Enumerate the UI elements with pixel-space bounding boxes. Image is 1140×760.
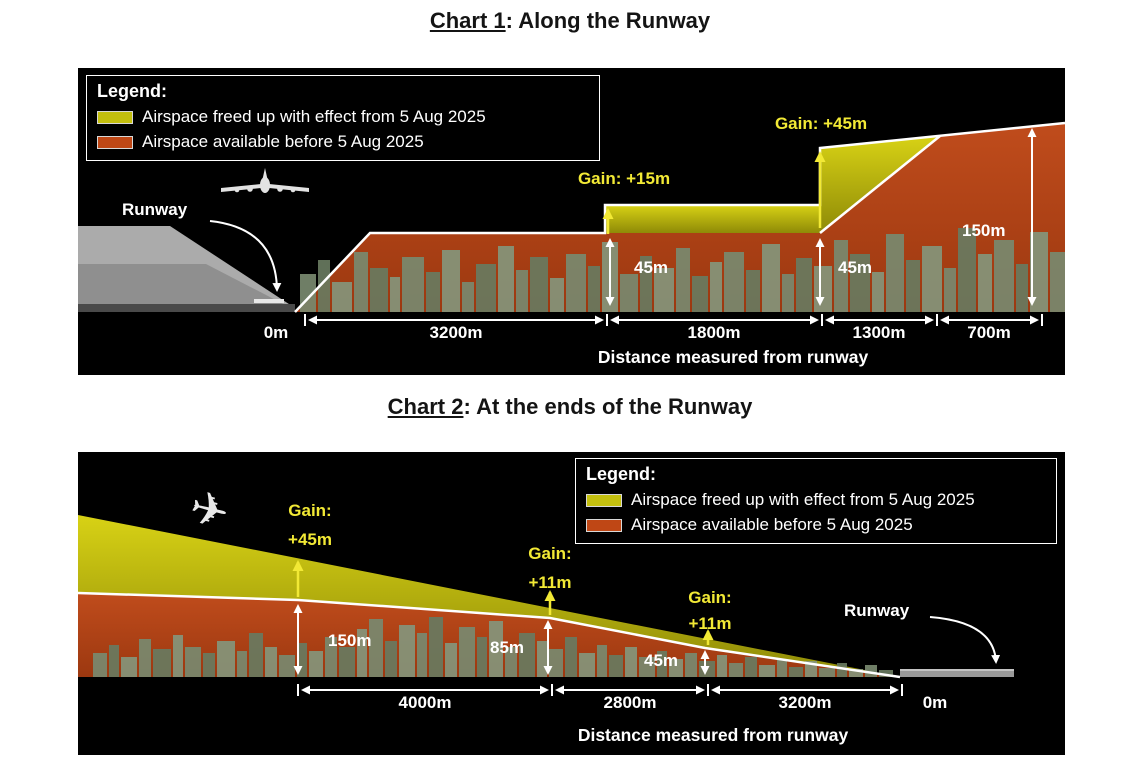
legend-item-label: Airspace freed up with effect from 5 Aug…	[631, 490, 975, 509]
gain-45m-label-line2: +45m	[288, 530, 332, 549]
axis-segment-label: 1300m	[852, 323, 906, 342]
legend: Legend: Airspace freed up with effect fr…	[575, 458, 1057, 544]
legend: Legend: Airspace freed up with effect fr…	[86, 75, 600, 161]
axis-segment-label: 700m	[967, 323, 1011, 342]
height-arrows	[605, 128, 1037, 306]
legend-item-freed: Airspace freed up with effect from 5 Aug…	[586, 490, 1046, 510]
freed-airspace-band	[605, 205, 820, 233]
prior-airspace-swatch	[97, 135, 133, 149]
old-limit-line	[78, 591, 901, 679]
gain-arrows	[292, 560, 714, 645]
legend-title: Legend:	[97, 81, 167, 101]
height-85m-label: 85m	[490, 638, 525, 657]
chart2-panel: ✈ Legend: Airspace	[78, 452, 1065, 755]
runway-embankment	[78, 226, 295, 312]
legend-item-label: Airspace freed up with effect from 5 Aug…	[142, 107, 486, 126]
axis-zero-label: 0m	[263, 323, 289, 342]
height-45m-label-b: 45m	[838, 258, 873, 277]
new-limit-line	[294, 121, 1065, 313]
legend-item-label: Airspace available before 5 Aug 2025	[142, 132, 424, 151]
height-45m-label: 45m	[644, 651, 679, 670]
axis-segment-label: 4000m	[398, 693, 452, 712]
chart1-canvas	[78, 121, 1065, 326]
gain-45m-label-line1: Gain:	[288, 501, 332, 520]
axis-title: Distance measured from runway	[577, 725, 849, 745]
axis-segment-label: 2800m	[603, 693, 657, 712]
old-limit-line	[819, 135, 941, 234]
freed-airspace-swatch	[586, 493, 622, 507]
freed-airspace-swatch	[97, 110, 133, 124]
axis-title: Distance measured from runway	[597, 347, 869, 367]
axis-zero-label: 0m	[922, 693, 948, 712]
runway-label: Runway	[844, 601, 910, 620]
height-45m-label-a: 45m	[634, 258, 669, 277]
gain-15-label: Gain: +15m	[577, 169, 671, 188]
chart1-title: Chart 1: Along the Runway	[0, 8, 1140, 34]
distance-axis	[304, 314, 1043, 326]
legend-item-prior: Airspace available before 5 Aug 2025	[586, 515, 1046, 535]
prior-airspace-swatch	[586, 518, 622, 532]
gain-11m-label-a-line2: +11m	[528, 573, 572, 592]
chart1-title-rest: : Along the Runway	[505, 8, 711, 33]
legend-item-freed: Airspace freed up with effect from 5 Aug…	[97, 107, 589, 127]
legend-title: Legend:	[586, 464, 656, 484]
chart2-title: Chart 2: At the ends of the Runway	[0, 394, 1140, 420]
gain-11m-label-b-line2: +11m	[688, 614, 732, 633]
legend-item-prior: Airspace available before 5 Aug 2025	[97, 132, 589, 152]
chart1-panel: Legend: Airspace freed up with effect fr…	[78, 68, 1065, 375]
runway-pointer-arrow	[209, 220, 282, 292]
runway-strip	[900, 669, 1014, 677]
height-150m-label: 150m	[962, 221, 1006, 240]
chart2-canvas: ✈	[78, 480, 1014, 696]
gain-11m-label-a-line1: Gain:	[528, 544, 572, 563]
height-150m-label: 150m	[328, 631, 372, 650]
airplane-icon	[221, 168, 309, 193]
chart2-title-prefix: Chart 2	[387, 394, 464, 419]
gain-arrows	[602, 151, 826, 234]
gain-11m-label-b-line1: Gain:	[688, 588, 732, 607]
freed-airspace-wedge	[78, 515, 900, 677]
axis-segment-label: 1800m	[687, 323, 741, 342]
runway-label: Runway	[122, 200, 188, 219]
legend-item-label: Airspace available before 5 Aug 2025	[631, 515, 913, 534]
chart1-title-prefix: Chart 1	[429, 8, 506, 33]
axis-segment-label: 3200m	[778, 693, 832, 712]
skyline	[93, 617, 893, 677]
airplane-icon: ✈	[185, 480, 235, 540]
chart2-title-rest: : At the ends of the Runway	[463, 394, 753, 419]
axis-segment-label: 3200m	[429, 323, 483, 342]
gain-45-label: Gain: +45m	[774, 114, 868, 133]
runway-pointer-arrow	[929, 616, 1001, 664]
height-arrows	[293, 604, 710, 675]
distance-axis	[297, 684, 903, 696]
